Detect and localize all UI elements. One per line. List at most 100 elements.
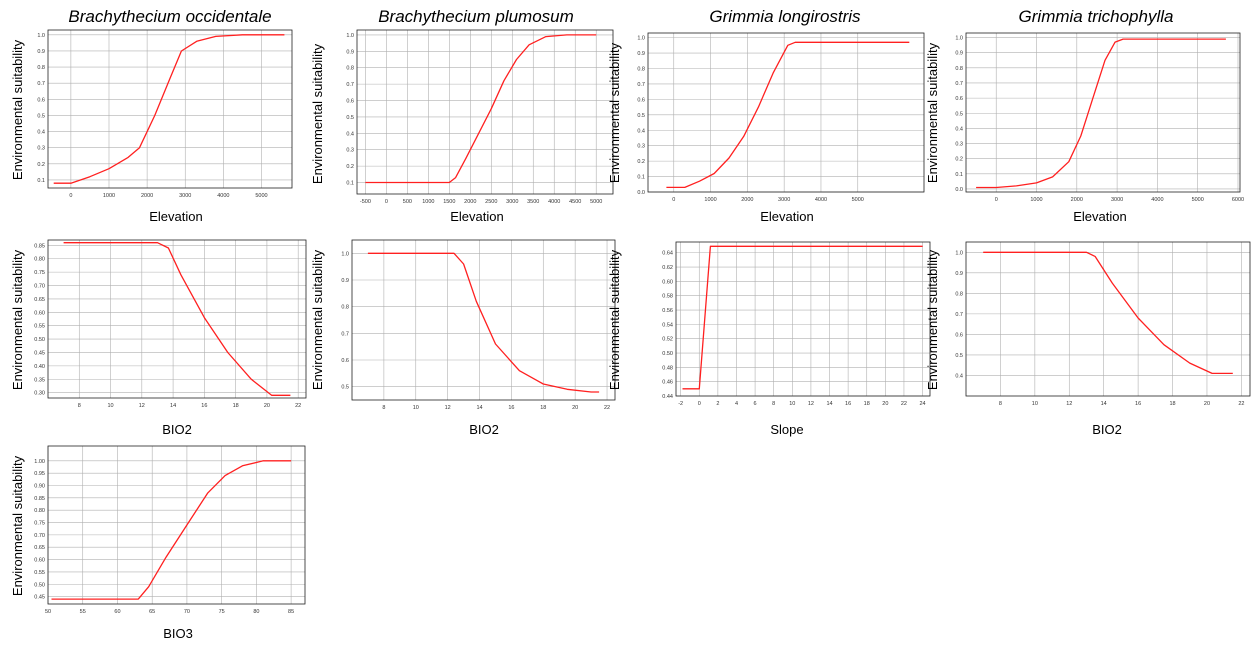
chart-7-y-tick-label: 0.54 [662, 322, 673, 328]
chart-3-x-tick-label: 4000 [815, 197, 827, 203]
chart-title-brachythecium-plumosum: Brachythecium plumosum [378, 7, 574, 26]
chart-5-x-tick-label: 22 [295, 403, 301, 409]
chart-5-y-tick-label: 0.60 [34, 310, 45, 316]
chart-3-y-tick-label: 0.3 [637, 144, 645, 150]
chart-2-y-tick-label: 0.4 [346, 131, 354, 137]
chart-2-x-tick-label: 5000 [590, 199, 602, 205]
chart-1-suitability-curve [53, 34, 285, 184]
chart-9-suitability-curve [51, 460, 292, 600]
chart-6-y-tick-label: 0.6 [341, 358, 349, 364]
chart-7-x-tick-label: 0 [698, 401, 701, 407]
chart-4-y-tick-label: 0.5 [955, 111, 963, 117]
chart-5-x-tick-label: 14 [170, 403, 176, 409]
chart-9-y-tick-label: 0.95 [34, 471, 45, 477]
chart-4-x-axis-label: Elevation [1073, 209, 1126, 224]
chart-8-x-axis-label: BIO2 [1092, 422, 1122, 437]
chart-6-x-tick-label: 18 [540, 405, 546, 411]
chart-8-x-tick-label: 20 [1204, 401, 1210, 407]
chart-6-y-tick-label: 1.0 [341, 251, 349, 257]
chart-8-y-tick-label: 0.6 [955, 332, 963, 338]
chart-5-y-tick-label: 0.35 [34, 377, 45, 383]
chart-6-x-axis-label: BIO2 [469, 422, 499, 437]
chart-4-x-tick-label: 2000 [1071, 197, 1083, 203]
chart-7-y-tick-label: 0.62 [662, 265, 673, 271]
chart-7-x-tick-label: 16 [845, 401, 851, 407]
chart-3-y-tick-label: 0.9 [637, 51, 645, 57]
chart-4-y-tick-label: 0.7 [955, 81, 963, 87]
chart-9-x-tick-label: 75 [219, 609, 225, 615]
chart-5-x-tick-label: 16 [201, 403, 207, 409]
chart-2-y-tick-label: 0.7 [346, 82, 354, 88]
chart-8-x-tick-label: 10 [1032, 401, 1038, 407]
chart-2-y-tick-label: 0.1 [346, 181, 354, 187]
chart-5-x-tick-label: 8 [78, 403, 81, 409]
chart-9-y-tick-label: 0.70 [34, 533, 45, 539]
chart-8-x-tick-label: 8 [999, 401, 1002, 407]
chart-3-y-tick-label: 0.4 [637, 128, 645, 134]
chart-1-y-tick-label: 0.7 [37, 81, 45, 87]
chart-3-y-tick-label: 0.7 [637, 82, 645, 88]
chart-3-y-tick-label: 0.6 [637, 97, 645, 103]
chart-1-x-tick-label: 5000 [255, 193, 267, 199]
chart-2-x-tick-label: 4000 [548, 199, 560, 205]
chart-2-x-tick-label: 3000 [506, 199, 518, 205]
chart-9-y-tick-label: 0.85 [34, 496, 45, 502]
chart-2-y-tick-label: 0.8 [346, 66, 354, 72]
chart-7-x-tick-label: -2 [678, 401, 683, 407]
chart-6-suitability-curve [367, 252, 600, 393]
chart-9-x-tick-label: 50 [45, 609, 51, 615]
chart-8-y-tick-label: 0.9 [955, 271, 963, 277]
chart-9-y-tick-label: 0.55 [34, 570, 45, 576]
chart-4-y-tick-label: 0.3 [955, 142, 963, 148]
chart-1-y-tick-label: 0.3 [37, 146, 45, 152]
chart-1-y-axis-label: Environmental suitability [10, 39, 25, 180]
chart-1-y-tick-label: 1.0 [37, 33, 45, 39]
chart-6-y-tick-label: 0.9 [341, 278, 349, 284]
chart-1-x-tick-label: 3000 [179, 193, 191, 199]
chart-7-y-axis-label: Environmental suitability [607, 249, 622, 390]
chart-9-x-tick-label: 70 [184, 609, 190, 615]
chart-5-y-tick-label: 0.55 [34, 324, 45, 330]
chart-7-x-tick-label: 8 [772, 401, 775, 407]
chart-5-y-tick-label: 0.85 [34, 243, 45, 249]
chart-2-x-tick-label: 2000 [464, 199, 476, 205]
chart-9-y-tick-label: 0.65 [34, 545, 45, 551]
chart-2-x-tick-label: 1500 [443, 199, 455, 205]
chart-3-y-axis-label: Environmental suitability [607, 42, 622, 183]
chart-9-x-tick-label: 55 [80, 609, 86, 615]
chart-4-x-tick-label: 3000 [1111, 197, 1123, 203]
chart-8-x-tick-label: 12 [1066, 401, 1072, 407]
chart-7-x-tick-label: 22 [901, 401, 907, 407]
chart-5-x-tick-label: 20 [264, 403, 270, 409]
chart-title-grimmia-trichophylla: Grimmia trichophylla [1019, 7, 1174, 26]
chart-1-x-axis-label: Elevation [149, 209, 202, 224]
chart-7-x-tick-label: 14 [826, 401, 832, 407]
chart-8-x-tick-label: 14 [1101, 401, 1107, 407]
chart-2-y-tick-label: 0.9 [346, 49, 354, 55]
chart-9-x-tick-label: 85 [288, 609, 294, 615]
chart-3-x-tick-label: 0 [672, 197, 675, 203]
chart-7-x-tick-label: 12 [808, 401, 814, 407]
chart-title-brachythecium-occidentale: Brachythecium occidentale [68, 7, 271, 26]
chart-6-x-tick-label: 10 [413, 405, 419, 411]
chart-3-x-tick-label: 1000 [704, 197, 716, 203]
chart-3-y-tick-label: 0.5 [637, 113, 645, 119]
chart-3-y-tick-label: 0.2 [637, 159, 645, 165]
chart-6-x-tick-label: 16 [508, 405, 514, 411]
chart-5-y-tick-label: 0.50 [34, 337, 45, 343]
chart-6-y-axis-label: Environmental suitability [310, 249, 325, 390]
chart-1-y-tick-label: 0.4 [37, 130, 45, 136]
chart-7-y-tick-label: 0.44 [662, 394, 673, 400]
chart-7-x-tick-label: 20 [882, 401, 888, 407]
chart-8-suitability-curve [983, 251, 1233, 375]
chart-7-plot-frame [675, 241, 931, 397]
chart-9-x-axis-label: BIO3 [163, 626, 193, 641]
chart-1-y-tick-label: 0.8 [37, 65, 45, 71]
chart-7-y-tick-label: 0.58 [662, 294, 673, 300]
chart-6-x-tick-label: 22 [604, 405, 610, 411]
chart-6-x-tick-label: 14 [476, 405, 482, 411]
chart-4-y-axis-label: Environmental suitability [925, 42, 940, 183]
chart-4-x-tick-label: 6000 [1232, 197, 1244, 203]
chart-6-x-tick-label: 20 [572, 405, 578, 411]
